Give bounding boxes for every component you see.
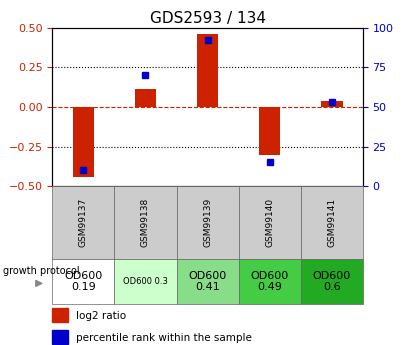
Bar bbox=[301, 186, 363, 259]
Text: OD600
0.19: OD600 0.19 bbox=[64, 271, 102, 292]
Text: growth protocol: growth protocol bbox=[3, 266, 79, 276]
Text: percentile rank within the sample: percentile rank within the sample bbox=[76, 333, 252, 343]
Bar bbox=[197, 34, 218, 107]
Text: GSM99141: GSM99141 bbox=[327, 198, 336, 247]
Bar bbox=[52, 329, 68, 344]
Bar bbox=[52, 259, 114, 304]
Text: GSM99137: GSM99137 bbox=[79, 198, 88, 247]
Text: OD600 0.3: OD600 0.3 bbox=[123, 277, 168, 286]
Text: GSM99140: GSM99140 bbox=[265, 198, 274, 247]
Text: log2 ratio: log2 ratio bbox=[76, 311, 126, 321]
Bar bbox=[114, 186, 177, 259]
Text: GSM99138: GSM99138 bbox=[141, 198, 150, 247]
Text: OD600
0.49: OD600 0.49 bbox=[251, 271, 289, 292]
Bar bbox=[259, 107, 280, 155]
Bar bbox=[73, 107, 94, 177]
Bar bbox=[301, 259, 363, 304]
Text: GSM99139: GSM99139 bbox=[203, 198, 212, 247]
Bar bbox=[114, 259, 177, 304]
Bar bbox=[239, 259, 301, 304]
Bar bbox=[52, 308, 68, 323]
Text: OD600
0.6: OD600 0.6 bbox=[313, 271, 351, 292]
Bar bbox=[52, 186, 114, 259]
Bar bbox=[135, 89, 156, 107]
Bar bbox=[177, 259, 239, 304]
Text: OD600
0.41: OD600 0.41 bbox=[189, 271, 226, 292]
Bar bbox=[177, 186, 239, 259]
Bar bbox=[239, 186, 301, 259]
Bar bbox=[321, 101, 343, 107]
Title: GDS2593 / 134: GDS2593 / 134 bbox=[150, 11, 266, 27]
